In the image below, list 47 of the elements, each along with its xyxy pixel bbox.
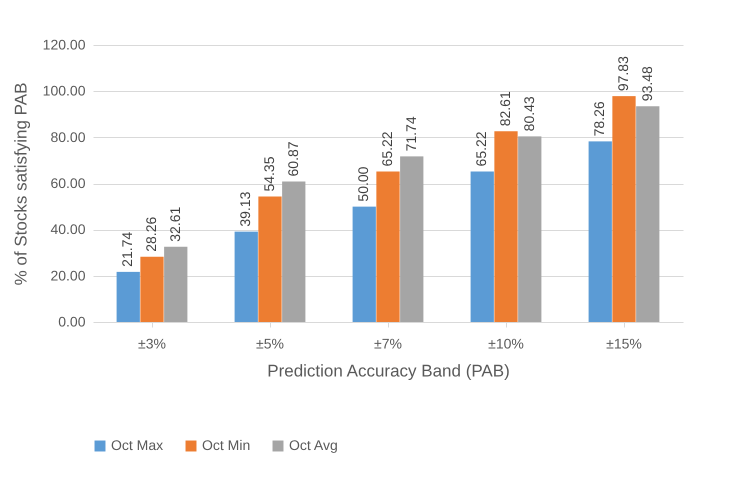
data-label: 65.22 bbox=[473, 131, 490, 166]
y-tick-label: 120.00 bbox=[42, 36, 86, 52]
data-label: 78.26 bbox=[591, 101, 608, 136]
data-label: 93.48 bbox=[638, 66, 655, 102]
bar bbox=[636, 106, 660, 322]
x-tick-label: ±15% bbox=[606, 336, 642, 352]
bar bbox=[612, 96, 636, 322]
bar bbox=[282, 181, 306, 322]
data-label: 71.74 bbox=[402, 116, 419, 152]
bar bbox=[258, 196, 282, 322]
bar bbox=[400, 156, 424, 322]
x-tick-label: ±10% bbox=[488, 336, 524, 352]
y-tick-label: 60.00 bbox=[50, 175, 86, 191]
x-tick-label: ±7% bbox=[374, 336, 402, 352]
legend-label: Oct Max bbox=[111, 437, 164, 453]
data-label: 28.26 bbox=[143, 216, 159, 252]
x-tick-label: ±5% bbox=[256, 336, 284, 352]
bar bbox=[588, 141, 612, 322]
bar bbox=[494, 131, 518, 322]
data-label: 54.35 bbox=[261, 156, 277, 192]
data-label: 39.13 bbox=[237, 191, 254, 227]
bar bbox=[518, 136, 542, 322]
bar bbox=[376, 171, 400, 322]
bar bbox=[352, 206, 376, 322]
data-label: 60.87 bbox=[284, 141, 301, 176]
y-tick-label: 40.00 bbox=[50, 221, 86, 238]
x-tick-label: ±3% bbox=[138, 336, 166, 352]
legend-label: Oct Min bbox=[202, 437, 250, 453]
bar bbox=[140, 256, 164, 322]
data-label: 50.00 bbox=[355, 166, 372, 202]
data-label: 21.74 bbox=[119, 232, 136, 267]
data-label: 97.83 bbox=[615, 56, 631, 92]
y-tick-label: 100.00 bbox=[42, 82, 86, 99]
y-tick-label: 0.00 bbox=[58, 314, 86, 330]
data-label: 82.61 bbox=[497, 91, 513, 126]
y-tick-label: 80.00 bbox=[50, 128, 86, 145]
bar bbox=[470, 171, 494, 322]
x-axis-title: Prediction Accuracy Band (PAB) bbox=[267, 362, 510, 380]
bar bbox=[116, 272, 140, 322]
bar bbox=[164, 246, 188, 322]
legend-label: Oct Avg bbox=[289, 437, 338, 453]
data-label: 80.43 bbox=[520, 96, 537, 132]
y-tick-label: 20.00 bbox=[50, 267, 86, 284]
data-label: 32.61 bbox=[166, 206, 183, 242]
bar bbox=[234, 232, 258, 322]
data-label: 65.22 bbox=[379, 131, 395, 166]
y-axis-title: % of Stocks satisfying PAB bbox=[12, 82, 31, 286]
